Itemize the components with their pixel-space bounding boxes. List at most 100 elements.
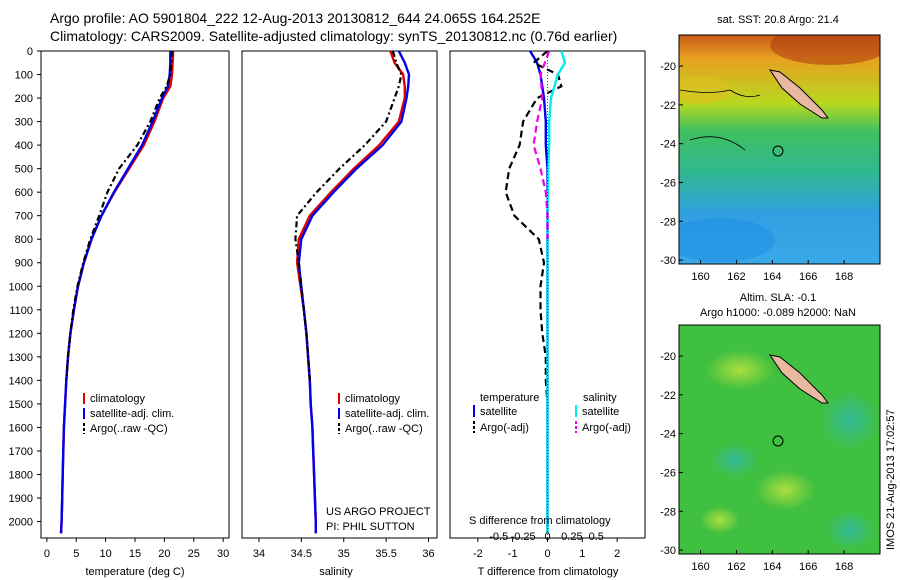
x-tick-label: 35: [338, 548, 350, 560]
x-tick-label: 5: [73, 548, 79, 560]
sla-map-frame: [678, 324, 881, 555]
map-lat-label: -30: [660, 545, 676, 557]
sst-map-title: sat. SST: 20.8 Argo: 21.4: [717, 14, 839, 26]
y-tick-label: 100: [15, 70, 33, 82]
figure-title-line1: Argo profile: AO 5901804_222 12-Aug-2013…: [50, 10, 541, 26]
map-lon-label: 164: [763, 561, 781, 573]
y-tick-label: 2000: [9, 517, 33, 529]
x-tick-label: 34.5: [291, 548, 312, 560]
legend3-temp-argo: Argo(-adj): [480, 422, 529, 434]
sla-map-title1: Altim. SLA: -0.1: [740, 292, 816, 304]
map-lat-label: -24: [660, 139, 676, 151]
s-diff-tick-label: 0: [544, 531, 550, 543]
y-tick-label: 1300: [9, 352, 33, 364]
sla-island: [768, 354, 829, 404]
map-lat-label: -22: [660, 100, 676, 112]
sla-argo-location-marker: [772, 435, 784, 447]
sla-high-2: [755, 470, 815, 510]
legend2-satellite-adj: satellite-adj. clim.: [345, 408, 429, 420]
sla-low-3: [825, 510, 875, 550]
sst-contour-2: [689, 136, 746, 151]
temperature-xlabel: temperature (deg C): [85, 566, 184, 578]
y-tick-label: 1600: [9, 422, 33, 434]
legend-satellite-adj: satellite-adj. clim.: [90, 408, 174, 420]
map-lon-label: 160: [691, 561, 709, 573]
sla-high-3: [700, 506, 740, 534]
x-tick-label: 30: [217, 548, 229, 560]
map-lon-label: 168: [835, 271, 853, 283]
y-tick-label: 1800: [9, 469, 33, 481]
map-lat-label: -30: [660, 255, 676, 267]
y-tick-label: 800: [15, 234, 33, 246]
x-tick-label: -1: [508, 548, 518, 560]
y-tick-label: 1000: [9, 281, 33, 293]
s-diff-tick-label: -0.25: [511, 531, 536, 543]
x-tick-label: 35.5: [375, 548, 396, 560]
temperature-axes-frame: [40, 50, 230, 539]
y-tick-label: 400: [15, 140, 33, 152]
y-tick-label: 500: [15, 164, 33, 176]
new-caledonia-island: [768, 69, 829, 119]
map-lon-label: 162: [727, 561, 745, 573]
sst-warm-patch: [770, 35, 880, 65]
sst-map: sat. SST: 20.8 Argo: 21.4 160 162 164 166 16…: [660, 14, 881, 283]
map-lon-label: 166: [799, 561, 817, 573]
x-tick-label: 34: [253, 548, 265, 560]
map-lat-label: -24: [660, 429, 676, 441]
y-tick-label: 300: [15, 117, 33, 129]
x-tick-label: 0: [544, 548, 550, 560]
difference-xlabel: T difference from climatology: [478, 566, 619, 578]
sst-contour-1: [679, 89, 761, 98]
s-diff-tick-label: 0.25: [561, 531, 582, 543]
sla-map-title2: Argo h1000: -0.089 h2000: NaN: [700, 307, 856, 319]
x-tick-label: 20: [158, 548, 170, 560]
difference-panel: -2 -1 0 1 2 T difference from climatology te…: [449, 50, 646, 578]
y-tick-label: 1200: [9, 328, 33, 340]
x-tick-label: -2: [473, 548, 483, 560]
figure-title-line2: Climatology: CARS2009. Satellite-adjuste…: [50, 28, 618, 44]
series-line-1-2: [294, 51, 403, 381]
map-lon-label: 160: [691, 271, 709, 283]
y-tick-label: 1100: [9, 305, 33, 317]
temperature-panel: 0 5 10 15 20 25 30 0 100 200 300 400 500 600 700 800 90…: [9, 46, 230, 578]
map-lat-label: -26: [660, 177, 676, 189]
series-line-0-1: [59, 51, 172, 534]
sla-low-2: [710, 442, 760, 478]
legend3-salinity-heading: salinity: [583, 392, 617, 404]
y-tick-label: 600: [15, 187, 33, 199]
sla-high-1: [705, 350, 775, 390]
map-lat-label: -28: [660, 216, 676, 228]
map-lon-label: 166: [799, 271, 817, 283]
salinity-xlabel: salinity: [319, 566, 353, 578]
y-tick-label: 1400: [9, 375, 33, 387]
legend3-sal-sat: satellite: [582, 406, 619, 418]
x-tick-label: 15: [129, 548, 141, 560]
legend-argo: Argo(..raw -QC): [90, 423, 168, 435]
y-tick-label: 900: [15, 258, 33, 270]
y-tick-label: 1700: [9, 446, 33, 458]
s-difference-label: S difference from climatology: [469, 515, 611, 527]
series-line-2-1: [504, 51, 563, 404]
x-tick-label: 36: [422, 548, 434, 560]
legend2-climatology: climatology: [345, 393, 401, 405]
s-diff-tick-label: 0.5: [589, 531, 604, 543]
sst-map-frame: [678, 34, 881, 265]
y-tick-label: 1500: [9, 399, 33, 411]
series-line-1-1: [297, 51, 411, 534]
map-lat-label: -28: [660, 506, 676, 518]
imos-timestamp: IMOS 21-Aug-2013 17:02:57: [885, 409, 897, 550]
legend2-argo: Argo(..raw -QC): [345, 423, 423, 435]
pi-label: PI: PHIL SUTTON: [326, 521, 415, 533]
series-line-0-2: [65, 51, 174, 381]
x-tick-label: 2: [614, 548, 620, 560]
series-line-2-3: [532, 51, 551, 240]
series-line-2-0: [529, 51, 549, 534]
legend-climatology: climatology: [90, 393, 146, 405]
y-tick-label: 1900: [9, 493, 33, 505]
sla-low-1: [820, 390, 880, 450]
x-tick-label: 25: [188, 548, 200, 560]
project-label: US ARGO PROJECT: [326, 506, 431, 518]
x-tick-label: 0: [44, 548, 50, 560]
argo-location-marker: [772, 145, 784, 157]
